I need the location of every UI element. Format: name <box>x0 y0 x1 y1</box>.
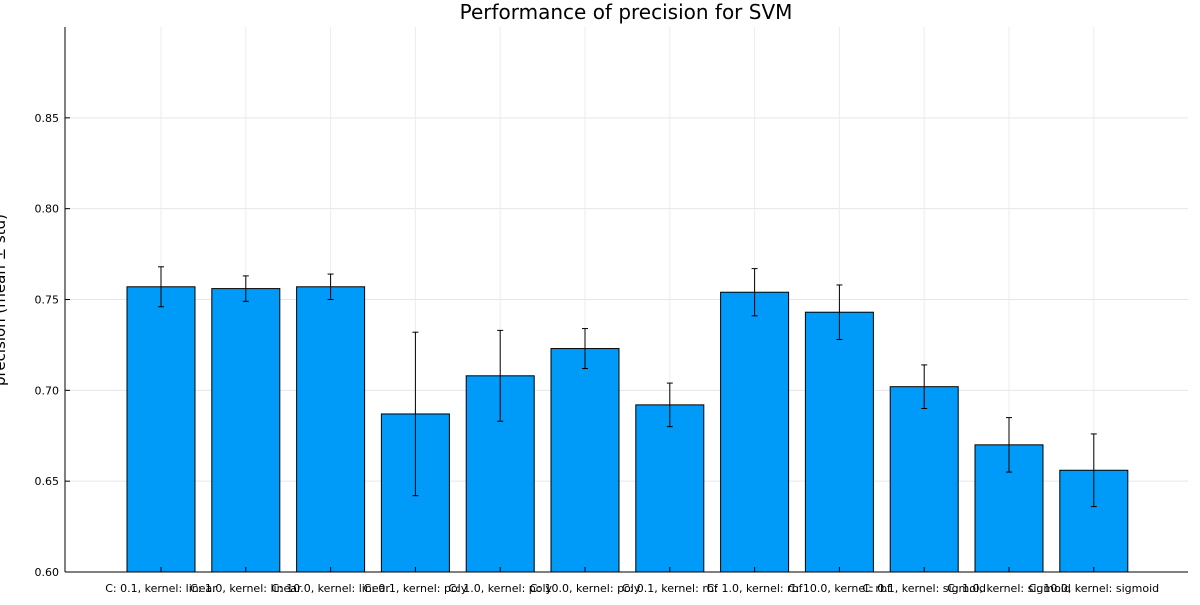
chart-title: Performance of precision for SVM <box>460 0 793 24</box>
bars <box>126 286 1129 573</box>
x-tick-label: C: 0.1, kernel: sigmoid <box>862 582 986 595</box>
y-tick-label: 0.65 <box>35 475 60 488</box>
x-tick-label: C: 10.0, kernel: sigmoid <box>1028 582 1159 595</box>
x-tick-label: C: 1.0, kernel: poly <box>448 582 552 595</box>
y-axis-label: precision (mean ± std) <box>0 214 9 386</box>
x-tick-label: C: 0.1, kernel: linear <box>105 582 217 595</box>
y-tick-label: 0.85 <box>35 112 60 125</box>
bar <box>296 286 366 573</box>
bar <box>550 348 620 573</box>
x-tick-label: C: 10.0, kernel: poly <box>530 582 641 595</box>
error-bars <box>158 266 1097 508</box>
x-tick-label: C: 0.1, kernel: rbf <box>622 582 719 595</box>
bar <box>211 288 281 573</box>
bar <box>889 386 959 573</box>
x-tick-label: C: 0.1, kernel: poly <box>364 582 468 595</box>
bar <box>126 286 196 573</box>
x-tick-label: C: 10.0, kernel: rbf <box>788 582 892 595</box>
y-tick-labels: 0.60 0.65 0.70 0.75 0.80 0.85 <box>35 112 60 579</box>
y-tick-label: 0.70 <box>35 384 60 397</box>
x-tick-label: C: 10.0, kernel: linear <box>271 582 390 595</box>
bar <box>720 291 790 573</box>
bar <box>635 404 705 573</box>
x-tick-label: C: 1.0, kernel: linear <box>190 582 302 595</box>
y-tick-label: 0.75 <box>35 294 60 307</box>
bar <box>804 311 874 573</box>
axes <box>64 27 1188 573</box>
x-tick-label: C: 1.0, kernel: sigmoid <box>947 582 1071 595</box>
x-tick-label: C: 1.0, kernel: rbf <box>707 582 804 595</box>
y-tick-label: 0.60 <box>35 566 60 579</box>
y-tick-label: 0.80 <box>35 203 60 216</box>
